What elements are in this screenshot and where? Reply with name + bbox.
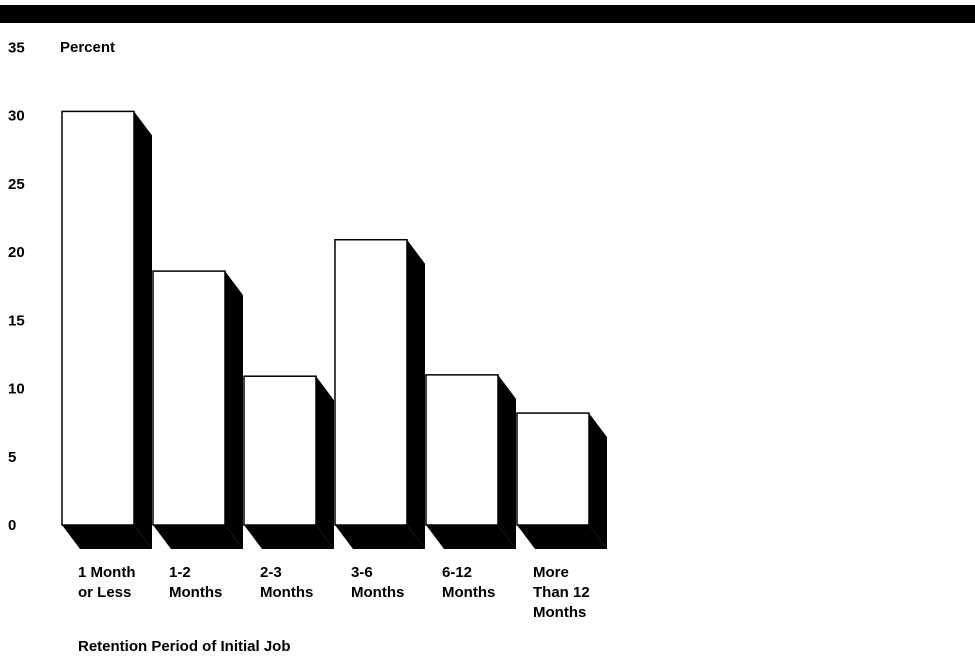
x-tick-label: 2-3 Months bbox=[260, 564, 313, 601]
x-axis-label: Retention Period of Initial Job bbox=[78, 638, 291, 655]
bar-shadow-bottom bbox=[62, 525, 152, 549]
x-tick-label: 6-12 Months bbox=[442, 564, 495, 601]
bar bbox=[61, 110, 135, 526]
bar bbox=[334, 238, 408, 526]
y-tick-label: 5 bbox=[8, 449, 16, 466]
bar-shadow-side bbox=[498, 374, 516, 549]
y-tick-label: 25 bbox=[8, 176, 25, 193]
bar-shadow-bottom bbox=[426, 525, 516, 549]
y-tick-label: 0 bbox=[8, 517, 16, 534]
bar-shadow-bottom bbox=[153, 525, 243, 549]
bar bbox=[243, 375, 317, 526]
bar-shadow-side bbox=[134, 111, 152, 549]
bar-shadow-bottom bbox=[517, 525, 607, 549]
bar-shadow-side bbox=[225, 271, 243, 549]
x-tick-label: 1 Month or Less bbox=[78, 564, 136, 601]
bar-shadow-side bbox=[316, 376, 334, 549]
x-axis-ticks: 1 Month or Less 1-2 Months 2-3 Months 3-6 Month… bbox=[78, 564, 590, 621]
bar bbox=[425, 374, 499, 526]
bar-shadow-side bbox=[589, 413, 607, 549]
bar bbox=[516, 412, 590, 526]
y-tick-label: 15 bbox=[8, 312, 25, 329]
y-tick-label: 35 bbox=[8, 39, 25, 56]
bars-group bbox=[61, 110, 607, 549]
y-tick-label: 30 bbox=[8, 108, 25, 125]
x-tick-label: 1-2 Months bbox=[169, 564, 222, 601]
y-tick-label: 10 bbox=[8, 381, 25, 398]
bar-shadow-bottom bbox=[244, 525, 334, 549]
bar-shadow-side bbox=[407, 239, 425, 549]
bar-shadow-bottom bbox=[335, 525, 425, 549]
x-tick-label: 3-6 Months bbox=[351, 564, 404, 601]
y-axis-label: Percent bbox=[60, 39, 115, 56]
bar bbox=[152, 270, 226, 526]
x-tick-label: More Than 12 Months bbox=[533, 564, 590, 621]
y-tick-label: 20 bbox=[8, 244, 25, 261]
top-banner-bar bbox=[0, 5, 975, 23]
y-axis-ticks: 0 5 10 15 20 25 30 35 bbox=[8, 39, 25, 534]
